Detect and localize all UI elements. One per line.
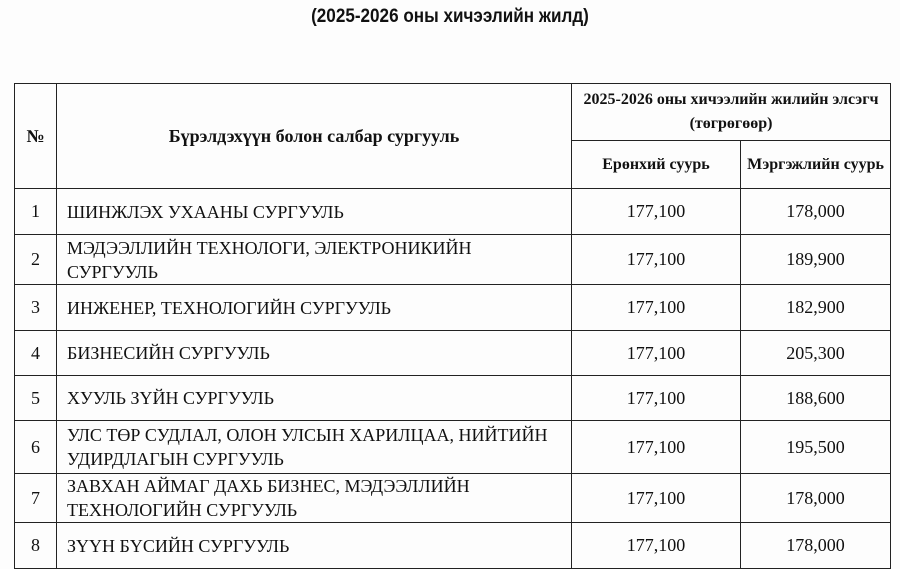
- row-number: 4: [14, 330, 57, 376]
- general-fee: 177,100: [571, 330, 741, 376]
- table-row: 4 БИЗНЕСИЙН СУРГУУЛЬ 177,100 205,300: [14, 330, 892, 376]
- general-fee: 177,100: [571, 420, 741, 474]
- table-row: 6 УЛС ТӨР СУДЛАЛ, ОЛОН УЛСЫН ХАРИЛЦАА, НИ…: [14, 420, 892, 474]
- school-name: МЭДЭЭЛЛИЙН ТЕХНОЛОГИ, ЭЛЕКТРОНИКИЙН СУРГ…: [56, 234, 572, 285]
- professional-fee: 205,300: [739, 330, 892, 376]
- row-number: 2: [14, 234, 57, 285]
- row-number: 1: [14, 188, 57, 235]
- table-row: 2 МЭДЭЭЛЛИЙН ТЕХНОЛОГИ, ЭЛЕКТРОНИКИЙН СУР…: [14, 234, 892, 285]
- professional-fee: 195,500: [739, 420, 892, 474]
- table-row: 8 ЗҮҮН БҮСИЙН СУРГУУЛЬ 177,100 178,000: [14, 522, 892, 569]
- header-name: Бүрэлдэхүүн болон салбар сургууль: [56, 83, 572, 189]
- header-general: Ерөнхий суурь: [571, 140, 741, 189]
- general-fee: 177,100: [571, 522, 741, 569]
- general-fee: 177,100: [571, 284, 741, 331]
- header-fee-group: 2025-2026 оны хичээлийн жилийн элсэгч (т…: [570, 83, 892, 141]
- school-name: ШИНЖЛЭХ УХААНЫ СУРГУУЛЬ: [56, 188, 572, 235]
- table-row: 3 ИНЖЕНЕР, ТЕХНОЛОГИЙН СУРГУУЛЬ 177,100 182…: [14, 284, 892, 331]
- row-number: 5: [14, 375, 57, 421]
- table-row: 5 ХУУЛЬ ЗҮЙН СУРГУУЛЬ 177,100 188,600: [14, 375, 892, 421]
- school-name: ИНЖЕНЕР, ТЕХНОЛОГИЙН СУРГУУЛЬ: [56, 284, 572, 331]
- school-name: ЗАВХАН АЙМАГ ДАХЬ БИЗНЕС, МЭДЭЭЛЛИЙН ТЕХ…: [56, 473, 572, 523]
- professional-fee: 182,900: [739, 284, 892, 331]
- header-professional: Мэргэжлийн суурь: [739, 140, 892, 189]
- general-fee: 177,100: [571, 473, 741, 523]
- school-name: БИЗНЕСИЙН СУРГУУЛЬ: [56, 330, 572, 376]
- tuition-table: № Бүрэлдэхүүн болон салбар сургууль 2025…: [14, 83, 892, 569]
- row-number: 6: [14, 420, 57, 474]
- general-fee: 177,100: [571, 188, 741, 235]
- professional-fee: 178,000: [739, 522, 892, 569]
- professional-fee: 178,000: [739, 188, 892, 235]
- table-row: 1 ШИНЖЛЭХ УХААНЫ СУРГУУЛЬ 177,100 178,000: [14, 188, 892, 235]
- header-no: №: [14, 83, 57, 189]
- school-name: УЛС ТӨР СУДЛАЛ, ОЛОН УЛСЫН ХАРИЛЦАА, НИЙ…: [56, 420, 572, 474]
- document-title: (2025-2026 оны хичээлийн жилд): [311, 6, 589, 27]
- professional-fee: 178,000: [739, 473, 892, 523]
- professional-fee: 189,900: [739, 234, 892, 285]
- school-name: ЗҮҮН БҮСИЙН СУРГУУЛЬ: [56, 522, 572, 569]
- row-number: 7: [14, 473, 57, 523]
- general-fee: 177,100: [571, 375, 741, 421]
- row-number: 8: [14, 522, 57, 569]
- general-fee: 177,100: [571, 234, 741, 285]
- table-row: 7 ЗАВХАН АЙМАГ ДАХЬ БИЗНЕС, МЭДЭЭЛЛИЙН ТЕ…: [14, 473, 892, 523]
- school-name: ХУУЛЬ ЗҮЙН СУРГУУЛЬ: [56, 375, 572, 421]
- row-number: 3: [14, 284, 57, 331]
- professional-fee: 188,600: [739, 375, 892, 421]
